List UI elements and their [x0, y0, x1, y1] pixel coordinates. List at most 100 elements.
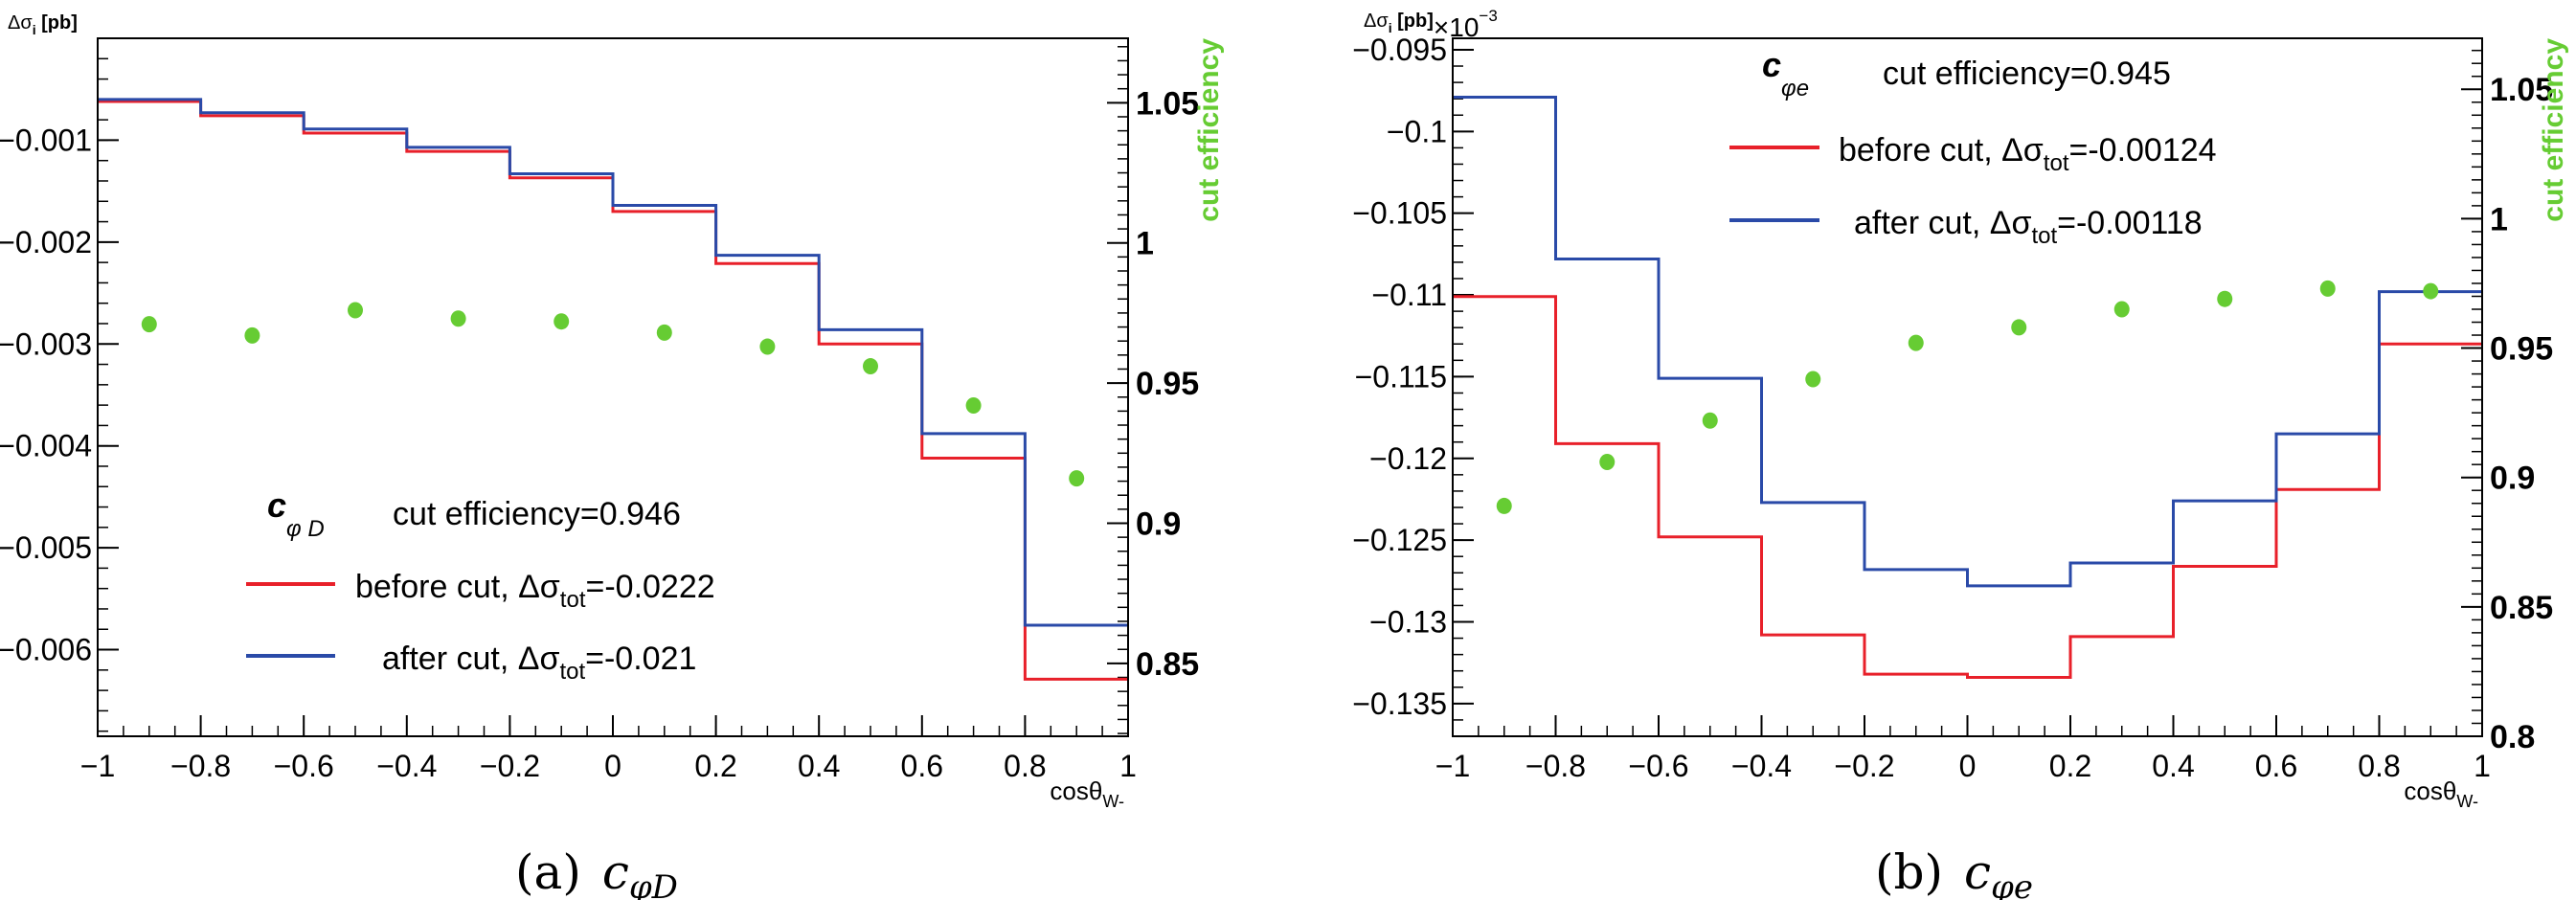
text-part: [pb]: [1392, 11, 1434, 32]
efficiency-point: [656, 324, 672, 341]
y2-tick-label: 0.95: [1136, 366, 1199, 402]
text-part: tot: [2044, 150, 2069, 176]
text-part: φe: [1991, 868, 2033, 900]
text-part: φe: [1781, 76, 1809, 101]
y-tick-label: −0.13: [1369, 604, 1447, 639]
x-tick-label: 0.4: [798, 749, 840, 783]
efficiency-point: [1599, 453, 1616, 470]
before-cut-histogram: [1453, 295, 2482, 680]
efficiency-point: [2423, 282, 2439, 300]
y-tick-label: −0.125: [1352, 523, 1447, 557]
efficiency-point: [2319, 280, 2336, 297]
x-tick-label: 0.2: [2049, 749, 2091, 783]
x-tick-label: 0.8: [2358, 749, 2400, 783]
text-part: =-0.00118: [2057, 205, 2203, 241]
text-part: before cut, Δσ: [1839, 132, 2044, 169]
y-tick-label: −0.12: [1369, 441, 1447, 476]
y-tick-label: −0.135: [1352, 686, 1447, 721]
chart-panel-b: −1 −0.8 −0.6 −0.4 −0.2 0 0.2 0.4 0.6 0.8 1−0.095−0…: [1352, 7, 2569, 900]
y-tick-label: −0.1: [1387, 114, 1447, 148]
subfigure-caption: (b) cφe: [1875, 844, 2033, 900]
x-tick-label: 0.6: [901, 749, 943, 783]
efficiency-point: [2113, 301, 2130, 318]
y-tick-label: −0.001: [0, 123, 92, 157]
y-tick-label: −0.006: [0, 633, 92, 667]
after-cut-histogram: [98, 98, 1128, 627]
x-tick-label: −1: [1435, 749, 1470, 783]
text-part: (a): [515, 844, 581, 900]
plot-frame: [97, 37, 1129, 737]
efficiency-point: [348, 302, 363, 319]
y2-tick-label: 0.85: [2490, 590, 2553, 626]
text-part: −3: [1479, 7, 1497, 25]
efficiency-point: [244, 326, 260, 344]
y2-tick-label: 1.05: [2490, 72, 2553, 108]
text-part: c: [602, 844, 629, 900]
text-part: i: [33, 22, 36, 37]
y2-tick-label: 0.95: [2490, 331, 2553, 368]
text-part: before cut, Δσ: [355, 569, 560, 605]
legend-before-cut-label: before cut, Δσtot=-0.0222: [355, 569, 715, 613]
text-part: =-0.0222: [585, 569, 714, 605]
legend-coefficient: cφ D: [267, 485, 325, 542]
y2-tick-label: 0.9: [1136, 506, 1181, 542]
x-tick-label: 0.4: [2152, 749, 2194, 783]
text-part: cosθ: [2404, 776, 2456, 805]
efficiency-point: [965, 397, 982, 415]
efficiency-point: [863, 358, 878, 375]
x-tick-label: 0.6: [2255, 749, 2297, 783]
x-tick-label: −0.4: [376, 749, 437, 783]
y-tick-label: −0.095: [1352, 33, 1447, 67]
y-tick-label: −0.105: [1352, 196, 1447, 231]
efficiency-point: [1805, 371, 1821, 388]
text-part: tot: [559, 659, 585, 685]
text-part: after cut, Δσ: [1854, 205, 2031, 241]
text-part: tot: [560, 587, 586, 613]
x-tick-label: 1: [2474, 749, 2491, 783]
x-tick-label: 0: [604, 749, 621, 783]
y2-tick-label: 0.85: [1136, 646, 1199, 683]
y-tick-label: −0.115: [1355, 359, 1447, 394]
efficiency-point: [450, 310, 466, 327]
legend-coefficient: cφe: [1762, 45, 1809, 101]
y2-tick-label: 0.8: [2490, 719, 2535, 755]
text-part: after cut, Δσ: [382, 641, 559, 677]
y2-axis-title: cut efficiency: [1193, 38, 1225, 222]
x-axis-title: cosθW-: [1050, 776, 1124, 811]
efficiency-point: [554, 313, 570, 330]
efficiency-point: [1069, 470, 1085, 487]
y-tick-label: −0.005: [0, 530, 92, 565]
x-tick-label: −0.2: [1834, 749, 1894, 783]
text-part: ×10: [1434, 12, 1480, 42]
text-part: cosθ: [1050, 776, 1102, 805]
text-part: =-0.021: [585, 641, 696, 677]
x-tick-label: −0.4: [1731, 749, 1792, 783]
legend-before-cut-label: before cut, Δσtot=-0.00124: [1839, 132, 2217, 176]
y2-axis-title: cut efficiency: [2538, 38, 2569, 222]
text-part: tot: [2031, 223, 2057, 249]
text-part: φ D: [286, 516, 325, 542]
efficiency-point: [1496, 497, 1512, 514]
subfigure-caption: (a) cφD: [515, 844, 678, 900]
legend-after-cut-label: after cut, Δσtot=-0.00118: [1854, 205, 2203, 249]
plot-frame: [1452, 37, 2483, 737]
y2-tick-label: 1: [2490, 201, 2508, 237]
x-tick-label: −1: [80, 749, 115, 783]
x-tick-label: 0.8: [1004, 749, 1046, 783]
x-tick-label: −0.6: [1628, 749, 1688, 783]
y-tick-label: −0.002: [0, 225, 92, 259]
y-tick-label: −0.004: [0, 429, 92, 463]
x-axis-title: cosθW-: [2404, 776, 2478, 811]
text-part: =-0.00124: [2068, 132, 2216, 169]
text-part: c: [1964, 844, 1991, 900]
text-part: c: [267, 485, 286, 525]
y2-tick-label: 1: [1136, 226, 1154, 262]
text-part: [pb]: [36, 12, 78, 34]
after-cut-histogram: [1453, 95, 2482, 588]
text-part: i: [1389, 20, 1392, 35]
text-part: Δσ: [8, 12, 33, 34]
text-part: W-: [1102, 792, 1124, 811]
y-axis-title: Δσi [pb]×10−3: [1364, 7, 1498, 42]
